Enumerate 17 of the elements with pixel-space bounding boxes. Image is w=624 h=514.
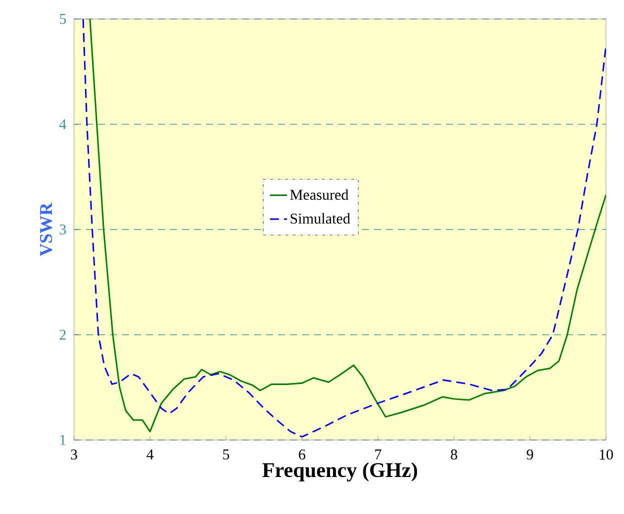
- legend-label: Simulated: [290, 213, 350, 224]
- x-tick-label: 6: [298, 450, 306, 460]
- x-tick-label: 10: [600, 450, 613, 460]
- y-tick-label: 3: [60, 224, 66, 234]
- x-tick-label: 7: [375, 450, 382, 460]
- x-tick-label: 3: [70, 450, 78, 460]
- x-tick-label: 9: [526, 450, 534, 460]
- x-axis-title: Frequency (GHz): [262, 462, 418, 482]
- x-tick-label: 8: [450, 450, 458, 460]
- y-tick-label: 2: [60, 330, 66, 340]
- legend-label: Measured: [290, 189, 348, 200]
- x-tick-label: 4: [146, 450, 154, 460]
- y-tick-label: 1: [60, 435, 66, 445]
- x-tick-label: 5: [223, 450, 230, 460]
- y-axis-title: VSWR: [40, 202, 52, 256]
- y-tick-label: 5: [60, 14, 66, 24]
- y-tick-label: 4: [59, 119, 66, 130]
